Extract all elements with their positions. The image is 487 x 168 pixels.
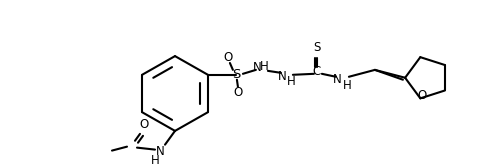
Text: O: O: [139, 118, 149, 132]
Text: H: H: [150, 154, 159, 167]
Text: N: N: [278, 70, 286, 83]
Text: H: H: [260, 60, 268, 73]
Text: O: O: [418, 89, 427, 102]
Text: O: O: [233, 86, 243, 99]
Text: C: C: [313, 65, 321, 78]
Text: H: H: [286, 75, 295, 88]
Text: H: H: [342, 79, 351, 92]
Text: S: S: [232, 68, 240, 81]
Text: N: N: [156, 145, 165, 158]
Text: N: N: [333, 73, 341, 86]
Text: O: O: [223, 51, 232, 64]
Text: N: N: [253, 61, 262, 74]
Text: S: S: [313, 41, 320, 54]
